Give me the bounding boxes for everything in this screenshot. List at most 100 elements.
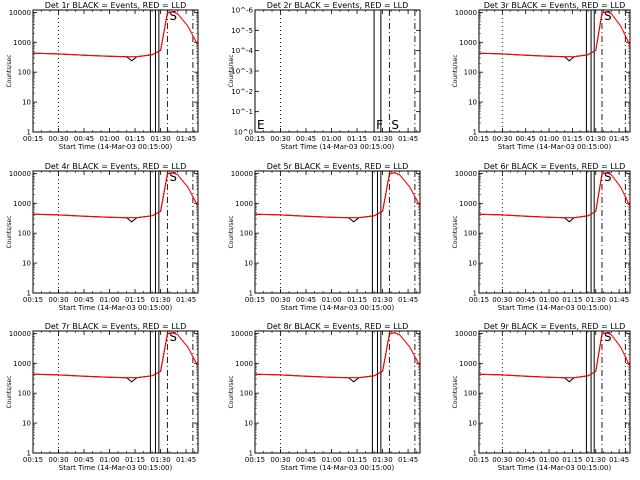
- panel-title: Det 3r BLACK = Events, RED = LLD: [484, 1, 626, 10]
- x-tick-label: 01:45: [609, 135, 629, 143]
- x-tick-label: 01:45: [398, 296, 418, 304]
- time-marker-label: S: [169, 9, 177, 23]
- y-tick-label: 100: [464, 230, 477, 238]
- y-tick-label: 10000: [455, 170, 477, 178]
- x-tick-label: 00:30: [270, 296, 290, 304]
- y-tick-label: 10: [22, 420, 31, 428]
- x-tick-label: 01:30: [372, 135, 392, 143]
- x-axis-label: Start Time (14-Mar-03 00:15:00): [281, 143, 395, 151]
- x-axis-label: Start Time (14-Mar-03 00:15:00): [59, 304, 173, 312]
- x-tick-label: 01:15: [347, 296, 367, 304]
- x-tick-label: 00:30: [48, 296, 68, 304]
- x-tick-label: 01:30: [586, 135, 606, 143]
- x-tick-label: 01:45: [398, 456, 418, 464]
- x-axis-label: Start Time (14-Mar-03 00:15:00): [281, 464, 395, 472]
- x-tick-label: 00:30: [492, 456, 512, 464]
- y-tick-label: 1000: [459, 200, 477, 208]
- plot-frame: [254, 170, 421, 294]
- time-marker-label: S: [391, 118, 399, 132]
- x-axis-label: Start Time (14-Mar-03 00:15:00): [59, 143, 173, 151]
- x-tick-label: 01:00: [321, 135, 341, 143]
- x-tick-label: 01:00: [539, 135, 559, 143]
- y-tick-label: 10: [468, 99, 477, 107]
- time-marker-label: S: [604, 9, 612, 23]
- y-tick-label: 1: [473, 290, 477, 298]
- panel-title: Det 7r BLACK = Events, RED = LLD: [45, 322, 187, 331]
- x-tick-label: 01:45: [176, 135, 196, 143]
- y-axis-label: Counts/sec: [452, 215, 459, 248]
- y-tick-label: 10^-3: [231, 68, 253, 76]
- y-tick-label: 1000: [459, 360, 477, 368]
- x-tick-label: 00:30: [492, 135, 512, 143]
- x-tick-label: 00:15: [245, 135, 265, 143]
- x-tick-label: 01:30: [586, 456, 606, 464]
- plot-frame: [478, 9, 631, 133]
- time-marker-label: S: [169, 170, 177, 184]
- x-tick-label: 01:15: [125, 135, 145, 143]
- x-tick-label: 01:15: [562, 296, 582, 304]
- x-tick-label: 01:30: [150, 456, 170, 464]
- y-axis-label: Counts/sec: [452, 375, 459, 408]
- y-axis-label: Counts/sec: [228, 375, 235, 408]
- y-tick-label: 10: [468, 420, 477, 428]
- series-line-lld: [254, 332, 421, 379]
- x-axis-label: Start Time (14-Mar-03 00:15:00): [498, 464, 612, 472]
- x-tick-label: 00:45: [74, 135, 94, 143]
- panel-title: Det 2r BLACK = Events, RED = LLD: [267, 1, 409, 10]
- x-tick-label: 01:15: [347, 135, 367, 143]
- x-axis-label: Start Time (14-Mar-03 00:15:00): [498, 304, 612, 312]
- x-tick-label: 00:15: [245, 456, 265, 464]
- series-line-lld: [478, 11, 631, 58]
- panel-det4r: Det 4r BLACK = Events, RED = LLD 00:15 00:…: [6, 162, 199, 312]
- y-tick-label: 1: [249, 290, 253, 298]
- x-tick-label: 00:15: [23, 135, 43, 143]
- x-tick-label: 00:15: [469, 296, 489, 304]
- x-tick-label: 00:30: [270, 135, 290, 143]
- series-line-lld: [32, 172, 199, 219]
- y-tick-label: 100: [240, 390, 253, 398]
- x-tick-label: 01:15: [562, 456, 582, 464]
- x-tick-label: 01:00: [99, 135, 119, 143]
- x-tick-label: 00:30: [48, 135, 68, 143]
- y-tick-label: 100: [18, 69, 31, 77]
- y-tick-label: 10: [468, 260, 477, 268]
- panel-det1r: Det 1r BLACK = Events, RED = LLD 00:15 00:…: [6, 1, 199, 151]
- series-line-lld: [478, 172, 631, 219]
- y-tick-label: 10^-4: [231, 47, 253, 55]
- y-tick-label: 1000: [13, 39, 31, 47]
- x-tick-label: 00:15: [23, 296, 43, 304]
- x-tick-label: 01:45: [609, 456, 629, 464]
- x-tick-label: 00:45: [296, 296, 316, 304]
- x-tick-label: 01:45: [176, 296, 196, 304]
- y-tick-label: 10: [244, 420, 253, 428]
- x-tick-label: 01:00: [99, 296, 119, 304]
- x-tick-label: 00:45: [74, 296, 94, 304]
- panel-title: Det 1r BLACK = Events, RED = LLD: [45, 1, 187, 10]
- x-tick-label: 01:15: [562, 135, 582, 143]
- y-tick-label: 100: [240, 230, 253, 238]
- y-axis-label: Counts/sec: [452, 54, 459, 87]
- y-tick-label: 10000: [231, 330, 253, 338]
- x-tick-label: 00:45: [516, 456, 536, 464]
- y-tick-label: 10: [22, 99, 31, 107]
- x-tick-label: 01:30: [372, 456, 392, 464]
- x-tick-label: 00:30: [270, 456, 290, 464]
- plot-frame: [254, 9, 421, 133]
- y-tick-label: 10000: [231, 170, 253, 178]
- y-tick-label: 1: [473, 450, 477, 458]
- plot-frame: [254, 330, 421, 454]
- y-tick-label: 10^-5: [231, 27, 253, 35]
- time-marker-label: F: [376, 118, 383, 132]
- x-tick-label: 01:15: [125, 296, 145, 304]
- y-tick-label: 1000: [235, 200, 253, 208]
- x-tick-label: 01:15: [347, 456, 367, 464]
- x-tick-label: 00:45: [296, 135, 316, 143]
- plot-frame: [478, 330, 631, 454]
- panel-title: Det 9r BLACK = Events, RED = LLD: [484, 322, 626, 331]
- panel-det7r: Det 7r BLACK = Events, RED = LLD 00:15 00:…: [6, 322, 199, 472]
- time-marker-label: S: [604, 330, 612, 344]
- series-line-lld: [32, 11, 199, 58]
- x-tick-label: 01:45: [609, 296, 629, 304]
- y-tick-label: 10000: [9, 9, 31, 17]
